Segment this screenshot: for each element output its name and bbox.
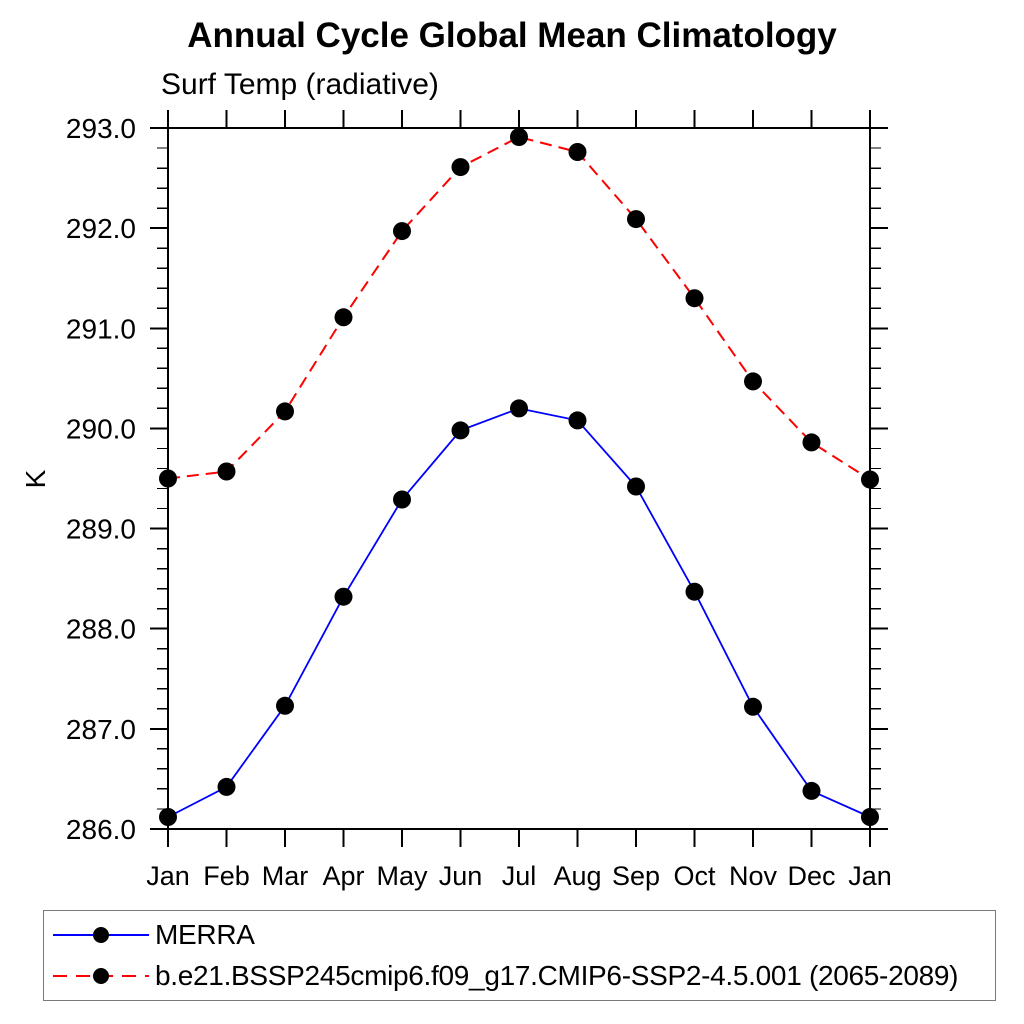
data-point-0 [744, 697, 762, 716]
series-line-0 [167, 407, 871, 818]
x-tick-label: Jul [502, 861, 537, 891]
x-tick-label: Jun [439, 861, 483, 891]
data-point-1 [217, 462, 236, 481]
x-tick-label: Sep [612, 861, 660, 891]
data-point-0 [685, 582, 704, 601]
data-point-0 [334, 587, 353, 606]
data-point-0 [393, 490, 411, 509]
x-tick-label: Oct [673, 861, 716, 891]
x-tick-label: Jan [848, 861, 892, 891]
x-tick-label: Dec [787, 861, 835, 891]
data-point-1 [393, 222, 411, 241]
y-tick-label: 290.0 [66, 413, 136, 444]
data-point-0 [627, 477, 645, 496]
x-tick-label: Nov [729, 861, 778, 891]
data-point-1 [510, 128, 528, 146]
legend-item-model: b.e21.BSSP245cmip6.f09_g17.CMIP6-SSP2-4.… [44, 956, 995, 996]
y-tick-label: 287.0 [66, 714, 136, 745]
x-tick-label: Feb [203, 861, 250, 891]
y-tick-label: 286.0 [66, 814, 136, 845]
x-tick-label: Mar [262, 861, 309, 891]
x-tick-label: May [376, 861, 428, 891]
data-point-0 [861, 808, 879, 826]
data-point-0 [217, 777, 236, 796]
data-point-1 [568, 143, 587, 161]
data-point-1 [861, 470, 879, 489]
data-point-1 [159, 469, 177, 488]
legend: MERRA b.e21.BSSP245cmip6.f09_g17.CMIP6-S… [43, 910, 996, 1001]
data-point-0 [451, 421, 470, 440]
data-point-1 [685, 289, 704, 308]
legend-item-merra: MERRA [44, 915, 995, 955]
legend-label-merra: MERRA [155, 919, 255, 951]
chart-subtitle: Surf Temp (radiative) [161, 68, 439, 101]
y-tick-label: 292.0 [66, 213, 136, 244]
y-tick-label: 288.0 [66, 614, 136, 645]
data-point-1 [802, 433, 821, 452]
x-tick-label: Apr [322, 861, 364, 891]
x-tick-label: Aug [553, 861, 601, 891]
legend-line-sample-solid [53, 927, 149, 944]
y-tick-label: 293.0 [66, 113, 136, 144]
data-point-0 [510, 399, 528, 418]
data-point-1 [334, 308, 353, 327]
data-point-0 [276, 696, 294, 715]
data-point-0 [568, 411, 587, 430]
legend-label-model: b.e21.BSSP245cmip6.f09_g17.CMIP6-SSP2-4.… [155, 959, 959, 991]
data-point-0 [802, 781, 821, 800]
x-tick-label: Jan [146, 861, 190, 891]
data-point-1 [276, 402, 294, 421]
data-point-1 [627, 210, 645, 229]
data-point-0 [159, 808, 177, 826]
legend-line-sample-dashed [53, 967, 149, 984]
data-point-1 [451, 158, 470, 177]
data-point-1 [744, 372, 762, 391]
chart-title: Annual Cycle Global Mean Climatology [187, 16, 837, 55]
y-tick-label: 289.0 [66, 514, 136, 545]
series-line-1 [167, 135, 871, 481]
y-tick-label: 291.0 [66, 313, 136, 344]
